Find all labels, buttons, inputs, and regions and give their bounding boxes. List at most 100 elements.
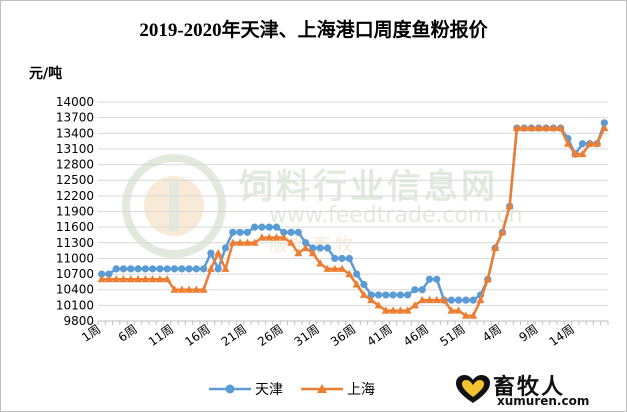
chart-title: 2019-2020年天津、上海港口周度鱼粉报价: [139, 20, 488, 41]
data-point-shanghai: [148, 275, 157, 283]
data-point-shanghai: [316, 259, 325, 267]
data-point-shanghai: [126, 275, 135, 283]
data-point-shanghai: [410, 301, 419, 309]
data-point-tianjin: [411, 286, 419, 294]
data-point-tianjin: [338, 254, 346, 263]
data-point-shanghai: [228, 238, 237, 246]
data-point-shanghai: [498, 228, 507, 236]
x-tick-label: 16周: [182, 322, 212, 349]
data-point-shanghai: [432, 295, 441, 304]
data-point-tianjin: [127, 265, 135, 273]
data-point-shanghai: [469, 311, 478, 319]
legend-label-shanghai: 上海: [347, 382, 375, 398]
data-point-shanghai: [134, 275, 143, 283]
data-point-tianjin: [360, 280, 368, 289]
data-point-shanghai: [330, 264, 339, 272]
data-point-shanghai: [192, 285, 201, 293]
data-point-tianjin: [323, 244, 332, 252]
y-tick-label: 14000: [56, 95, 94, 109]
data-point-tianjin: [331, 254, 339, 263]
data-point-tianjin: [185, 265, 193, 273]
data-point-tianjin: [214, 265, 222, 273]
data-point-shanghai: [491, 243, 500, 251]
data-point-shanghai: [542, 123, 551, 132]
y-tick-label: 12800: [56, 158, 94, 172]
data-point-tianjin: [396, 291, 404, 299]
data-point-tianjin: [156, 265, 164, 273]
data-point-shanghai: [301, 243, 310, 251]
data-point-tianjin: [287, 228, 295, 236]
data-point-tianjin: [578, 140, 587, 148]
data-point-tianjin: [374, 291, 383, 299]
data-point-shanghai: [163, 275, 172, 283]
brand-heart-icon: [456, 375, 490, 403]
data-point-shanghai: [279, 233, 288, 241]
data-point-shanghai: [177, 285, 186, 293]
x-tick-label: 41周: [364, 322, 394, 349]
y-tick-label: 11000: [56, 251, 94, 265]
data-point-shanghai: [585, 139, 594, 147]
data-point-shanghai: [250, 238, 259, 246]
data-point-tianjin: [200, 265, 208, 273]
data-point-shanghai: [141, 275, 150, 283]
data-point-shanghai: [221, 264, 230, 272]
x-tick-label: 4周: [480, 322, 504, 345]
x-tick-label: 36周: [328, 322, 358, 349]
data-point-tianjin: [207, 249, 215, 257]
data-point-shanghai: [440, 295, 449, 304]
data-point-tianjin: [447, 296, 455, 304]
x-tick-label: 9周: [516, 322, 540, 345]
data-point-shanghai: [170, 285, 179, 293]
data-point-shanghai: [236, 238, 245, 246]
data-point-shanghai: [549, 123, 558, 132]
data-point-tianjin: [302, 239, 310, 247]
y-tick-label: 10400: [56, 283, 94, 297]
data-point-tianjin: [134, 265, 142, 273]
y-tick-label: 11300: [56, 236, 94, 250]
x-tick-label: 14周: [547, 322, 577, 349]
data-point-shanghai: [104, 275, 113, 283]
y-tick-label: 12500: [56, 173, 94, 187]
data-point-tianjin: [389, 291, 397, 299]
x-tick-label: 6周: [116, 322, 140, 345]
y-tick-label: 10700: [56, 267, 94, 281]
data-point-shanghai: [600, 123, 609, 132]
data-point-tianjin: [272, 223, 281, 231]
data-point-shanghai: [520, 123, 529, 132]
data-point-shanghai: [563, 139, 572, 147]
data-point-shanghai: [381, 306, 390, 314]
data-point-shanghai: [534, 123, 543, 132]
data-point-shanghai: [199, 285, 208, 293]
data-point-tianjin: [280, 228, 288, 236]
legend-item-shanghai: 上海: [301, 379, 375, 399]
brand-url: xumuren.com: [497, 394, 590, 408]
data-point-shanghai: [454, 306, 463, 314]
data-point-tianjin: [221, 244, 230, 252]
data-point-shanghai: [185, 285, 194, 293]
data-point-shanghai: [512, 123, 521, 132]
legend-line-triangle-icon: [301, 384, 343, 393]
y-tick-label: 13700: [56, 111, 94, 125]
data-point-tianjin: [353, 270, 361, 278]
legend-label-tianjin: 天津: [255, 382, 283, 398]
data-point-tianjin: [258, 223, 266, 231]
data-point-shanghai: [323, 264, 332, 272]
data-point-tianjin: [462, 296, 470, 304]
data-point-tianjin: [404, 291, 412, 299]
data-point-tianjin: [98, 270, 106, 278]
data-point-tianjin: [316, 244, 324, 252]
data-point-shanghai: [571, 149, 580, 158]
data-point-tianjin: [178, 265, 186, 273]
brand-logo: 畜牧人 xumuren.com: [453, 369, 623, 409]
data-point-shanghai: [359, 290, 368, 298]
y-tick-label: 10100: [56, 298, 94, 312]
data-point-tianjin: [229, 228, 237, 236]
x-tick-label: 46周: [401, 322, 431, 349]
data-point-shanghai: [155, 275, 164, 283]
data-point-shanghai: [345, 269, 354, 278]
data-point-shanghai: [476, 295, 485, 304]
data-point-shanghai: [389, 306, 398, 314]
x-tick-label: 26周: [255, 322, 285, 349]
data-point-tianjin: [170, 265, 179, 273]
